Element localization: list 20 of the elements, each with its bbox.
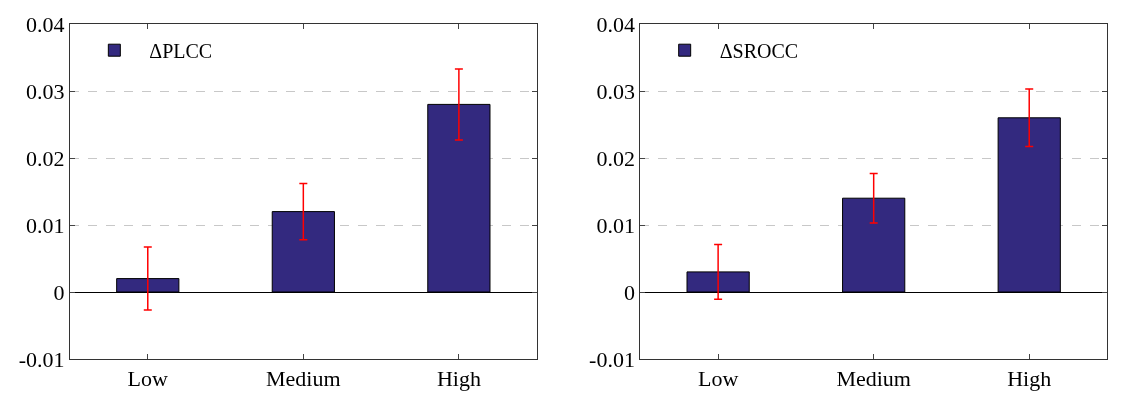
legend-label: ΔSROCC [719,40,799,62]
y-tick-label: 0.03 [26,78,65,104]
y-tick-label: 0.03 [596,78,635,104]
x-tick-label: Low [127,366,169,392]
y-tick-label: 0.04 [26,11,65,37]
y-tick-label: -0.01 [589,346,635,372]
x-tick-label: High [436,366,481,392]
y-tick-label: 0.02 [26,145,65,171]
y-tick-label: 0.04 [596,11,635,37]
y-tick-label: 0.01 [596,212,635,238]
x-tick-label: Medium [836,366,911,392]
legend-label: ΔPLCC [149,40,213,62]
y-tick-label: 0 [53,279,65,305]
x-tick-label: Medium [266,366,341,392]
y-tick-label: 0.02 [596,145,635,171]
x-tick-label: Low [697,366,739,392]
y-tick-label: 0.01 [26,212,65,238]
y-tick-label: 0 [623,279,635,305]
y-tick-label: -0.01 [18,346,65,372]
x-tick-label: High [1007,366,1052,392]
